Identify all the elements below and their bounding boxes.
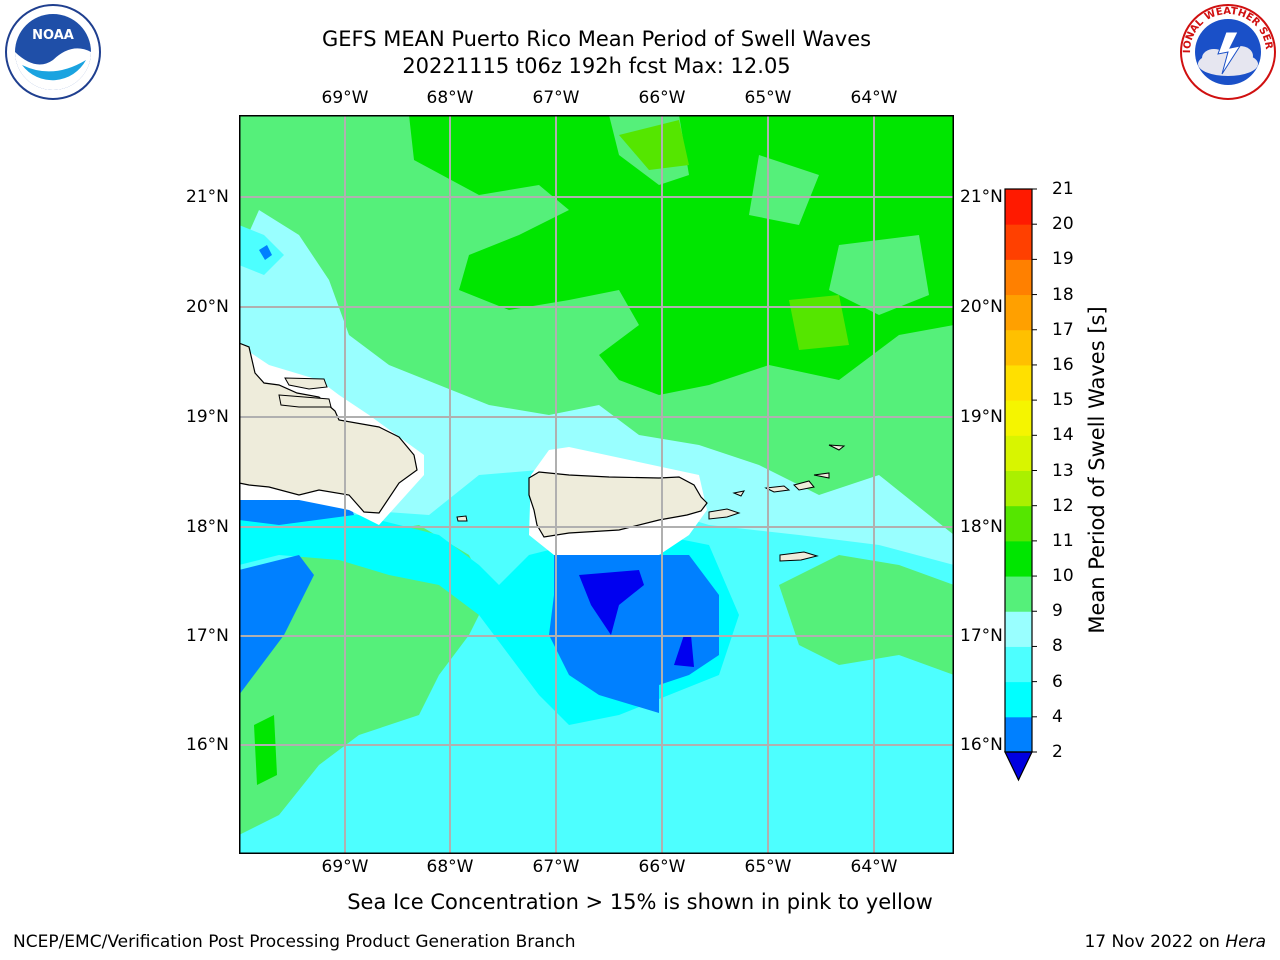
colorbar-segment-16-17 [1005,329,1032,366]
colorbar-label-21: 21 [1052,179,1074,199]
colorbar-segment-6-8 [1005,646,1032,683]
contour-bright-green-sw [254,715,277,785]
colorbar-label-6: 6 [1052,671,1063,692]
footer-date-text: 17 Nov 2022 on [1084,932,1226,952]
colorbar-segment-12-13 [1005,470,1032,507]
virgin-islands-1 [708,508,741,520]
contour-green-patch-3 [829,235,929,315]
gridlines [239,115,954,854]
nws-logo-icon: NATIONAL WEATHER SERVICE [1178,2,1276,100]
contour-dark-blue-2 [674,635,694,667]
virgin-islands-6 [828,444,846,451]
virgin-islands-5 [813,472,830,479]
colorbar-label-12: 12 [1052,495,1074,516]
lat-label-right-19n: 19°N [960,407,1003,427]
colorbar-label-9: 9 [1052,601,1063,622]
contour-blue-west-2 [239,555,314,695]
chart-title: GEFS MEAN Puerto Rico Mean Period of Swe… [321,27,872,51]
island-north-1 [284,377,328,390]
lat-label-right-16n: 16°N [960,735,1003,755]
virgin-islands-4 [793,480,815,491]
lat-label-left-16n: 16°N [186,735,229,755]
colorbar-title: Mean Period of Swell Waves [s] [1085,306,1109,634]
lon-label-top-68w: 68°W [426,88,474,108]
colorbar-segment-18-19 [1005,259,1032,296]
colorbar-segment-2-4 [1005,716,1032,753]
contour-dark-blue-1 [579,570,644,635]
colorbar-label-15: 15 [1052,390,1074,411]
lon-label-top-65w: 65°W [744,88,792,108]
footer-host: Hera [1225,932,1266,952]
colorbar-label-16: 16 [1052,354,1074,375]
lat-label-left-17n: 17°N [186,626,229,646]
colorbar-label-19: 19 [1052,249,1074,270]
noaa-logo-icon: NOAA [5,4,101,100]
colorbar-label-17: 17 [1052,319,1074,340]
svg-text:NOAA: NOAA [32,28,74,43]
swell-period-map [239,115,954,854]
lon-label-top-67w: 67°W [532,88,580,108]
lon-label-bottom-69w: 69°W [321,857,369,877]
contour-blue-spot-nw [259,245,272,260]
colorbar [1004,188,1037,782]
colorbar-segment-9-10 [1005,576,1032,612]
footer-date: 17 Nov 2022 on Hera [1084,932,1266,952]
map-frame [239,115,954,854]
lat-label-left-20n: 20°N [186,297,229,317]
contour-lime-2 [789,295,849,350]
colorbar-segment-10-11 [1005,540,1032,577]
colorbar-label-20: 20 [1052,214,1074,235]
lon-label-bottom-67w: 67°W [532,857,580,877]
colorbar-segment-17-18 [1005,294,1032,331]
contour-blue-west [239,500,354,525]
colorbar-segment-4-6 [1005,681,1032,718]
colorbar-segment-15-16 [1005,364,1032,401]
colorbar-label-18: 18 [1052,284,1074,305]
lon-label-bottom-68w: 68°W [426,857,474,877]
lon-label-bottom-64w: 64°W [850,857,898,877]
colorbar-label-11: 11 [1052,530,1074,551]
colorbar-label-4: 4 [1052,706,1063,727]
colorbar-segment-13-14 [1005,435,1032,471]
mona-island [456,515,468,522]
contour-green-se [779,555,954,675]
colorbar-label-14: 14 [1052,425,1074,446]
colorbar-segment-8-9 [1005,611,1032,647]
colorbar-label-10: 10 [1052,566,1074,587]
lat-label-right-18n: 18°N [960,517,1003,537]
chart-subtitle: 20221115 t06z 192h fcst Max: 12.05 [402,54,791,78]
colorbar-label-13: 13 [1052,460,1074,481]
lat-label-right-21n: 21°N [960,187,1003,207]
lon-label-bottom-65w: 65°W [744,857,792,877]
lon-label-bottom-66w: 66°W [638,857,686,877]
colorbar-segment-20-21 [1005,189,1032,225]
virgin-islands-3 [764,485,791,493]
lon-label-top-64w: 64°W [850,88,898,108]
hispaniola-land [239,342,418,514]
sea-ice-note: Sea Ice Concentration > 15% is shown in … [347,890,933,914]
colorbar-segment-11-12 [1005,505,1032,542]
colorbar-segment-19-20 [1005,224,1032,260]
colorbar-segment-14-15 [1005,400,1032,436]
st-croix [779,551,819,562]
lat-label-right-17n: 17°N [960,626,1003,646]
virgin-islands-2 [732,490,746,497]
lon-label-top-66w: 66°W [638,88,686,108]
colorbar-label-8: 8 [1052,636,1063,657]
colorbar-extension-triangle [1004,751,1033,782]
lat-label-left-19n: 19°N [186,407,229,427]
lon-label-top-69w: 69°W [321,88,369,108]
lat-label-left-18n: 18°N [186,517,229,537]
island-north-2 [278,394,332,408]
contour-green-sw [239,525,489,835]
colorbar-label-2: 2 [1052,742,1063,762]
lat-label-right-20n: 20°N [960,297,1003,317]
lat-label-left-21n: 21°N [186,187,229,207]
contour-lime-1 [619,120,689,170]
contour-green-patch-2 [749,155,819,225]
footer-credit: NCEP/EMC/Verification Post Processing Pr… [13,932,576,952]
